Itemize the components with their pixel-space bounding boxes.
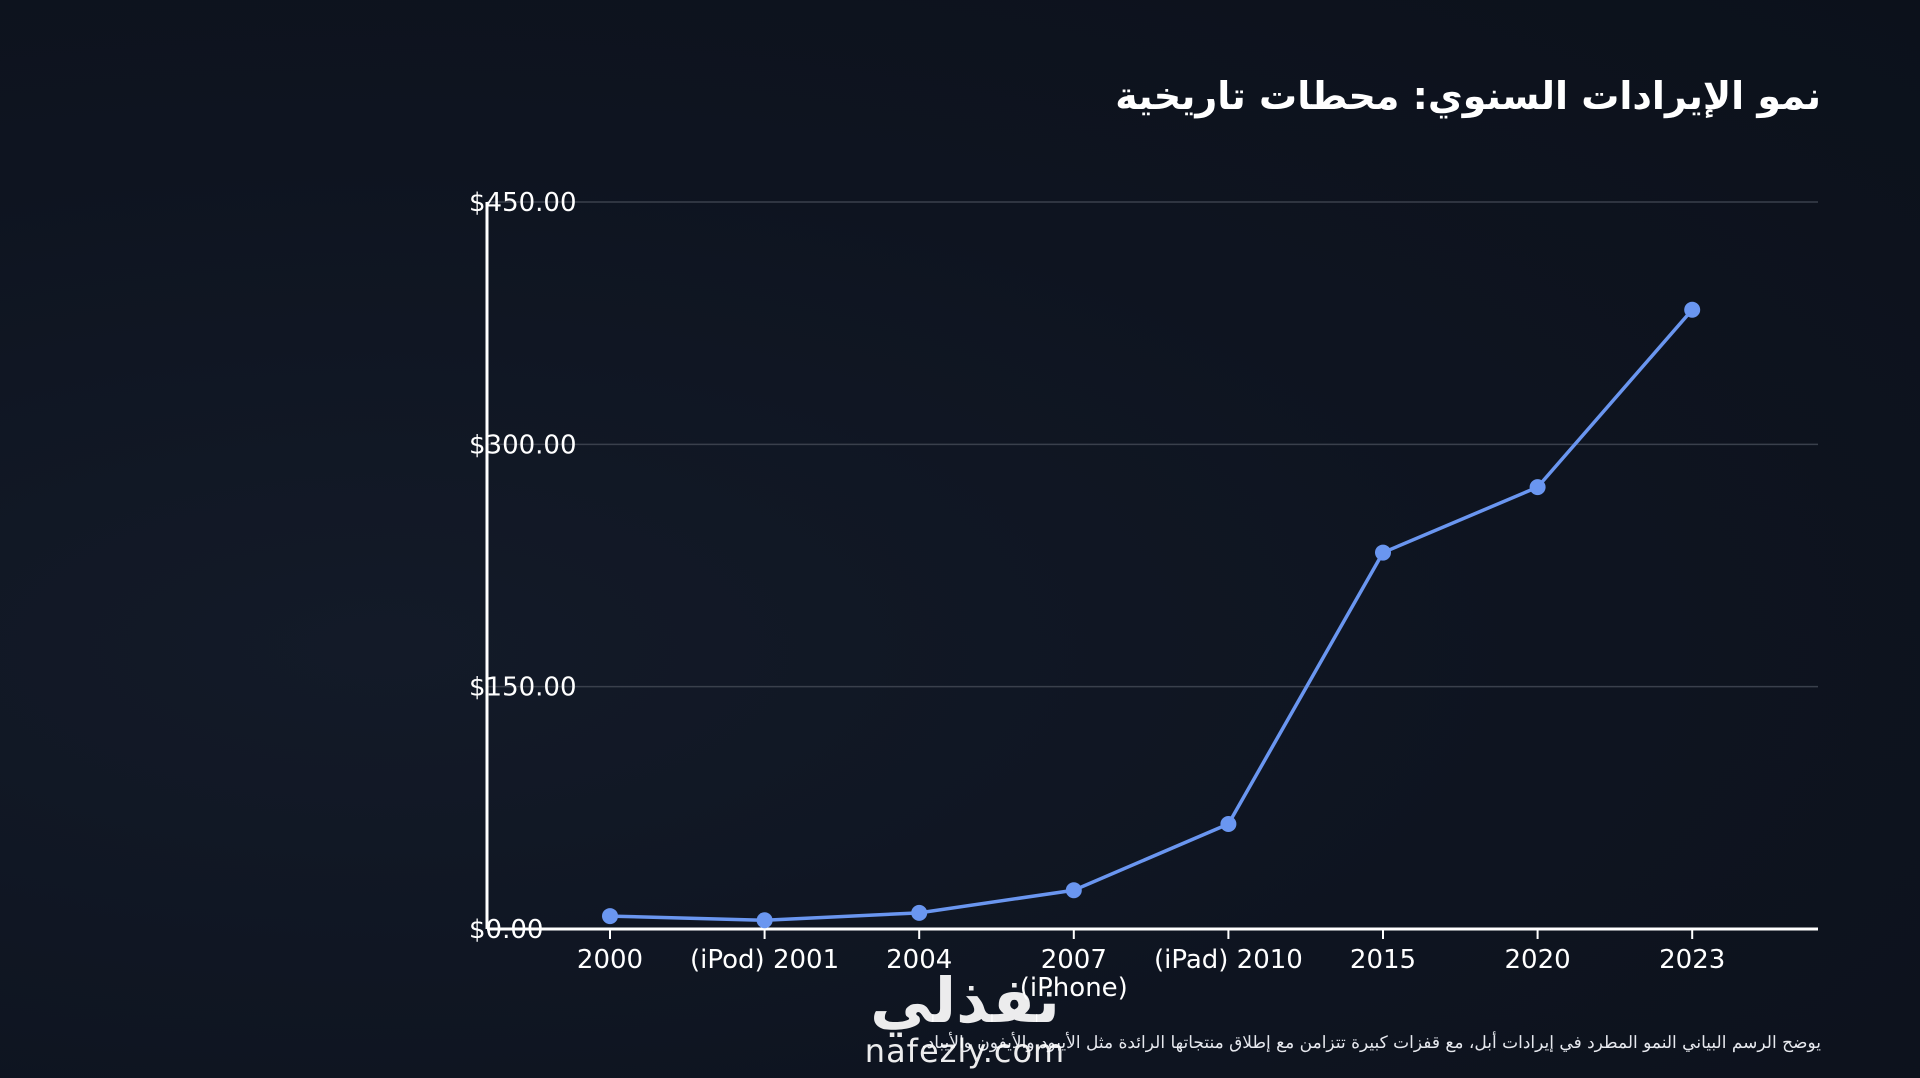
x-tick-label: 2015 bbox=[1350, 945, 1416, 975]
x-tick-label: (iPod) 2001 bbox=[690, 945, 839, 975]
x-tick-label: 2023 bbox=[1659, 945, 1725, 975]
x-tick-label-line: 2015 bbox=[1350, 945, 1416, 975]
data-point bbox=[1375, 544, 1391, 561]
chart-title: نمو الإيرادات السنوي: محطات تاريخية bbox=[1115, 74, 1821, 118]
y-tick-label: $0.00 bbox=[469, 915, 543, 945]
x-tick-label-line: (iPad) 2010 bbox=[1154, 945, 1303, 975]
data-point bbox=[1220, 815, 1237, 832]
data-point bbox=[1684, 301, 1701, 318]
series-line bbox=[609, 308, 1694, 923]
x-tick-label-line: 2004 bbox=[886, 945, 952, 975]
grid-layer bbox=[487, 201, 1818, 688]
x-tick-label: 2000 bbox=[577, 945, 643, 975]
x-tick-label: 2007 (iPhone) bbox=[1020, 945, 1128, 1003]
data-point bbox=[911, 904, 928, 921]
data-point bbox=[1065, 882, 1082, 899]
watermark-latin: nafezly.com bbox=[864, 1032, 1066, 1070]
x-tick-label: 2020 bbox=[1505, 945, 1571, 975]
x-tick-label-line: (iPod) 2001 bbox=[690, 945, 839, 975]
x-tick-label-line: 2000 bbox=[577, 945, 643, 975]
chart-caption: يوضح الرسم البياني النمو المطرد في إيراد… bbox=[921, 1033, 1821, 1053]
data-point bbox=[602, 908, 618, 925]
x-axis-ticks: 2000 (iPod) 2001 2004 2007 (iPhone) (iPad) 20… bbox=[577, 945, 1725, 1003]
data-point bbox=[756, 912, 773, 929]
x-tick-label: 2004 bbox=[886, 945, 952, 975]
y-tick-label: $300.00 bbox=[469, 430, 577, 460]
x-tick-label-line: 2023 bbox=[1659, 945, 1725, 975]
x-tick-label-line: 2007 bbox=[1041, 945, 1107, 975]
watermark-logo: نفذلي nafezly.com bbox=[850, 968, 1080, 1076]
y-tick-label: $450.00 bbox=[469, 188, 577, 218]
x-tick-label: (iPad) 2010 bbox=[1154, 945, 1303, 975]
axis-layer bbox=[485, 202, 1818, 939]
x-tick-label-line: (iPhone) bbox=[1020, 973, 1128, 1003]
series-layer bbox=[602, 301, 1701, 929]
data-point bbox=[1529, 479, 1546, 496]
watermark-arabic: نفذلي bbox=[870, 964, 1060, 1037]
x-tick-label-line: 2020 bbox=[1505, 945, 1571, 975]
y-axis-ticks: $0.00 $150.00 $300.00 $450.00 bbox=[469, 188, 577, 945]
y-tick-label: $150.00 bbox=[469, 673, 577, 703]
